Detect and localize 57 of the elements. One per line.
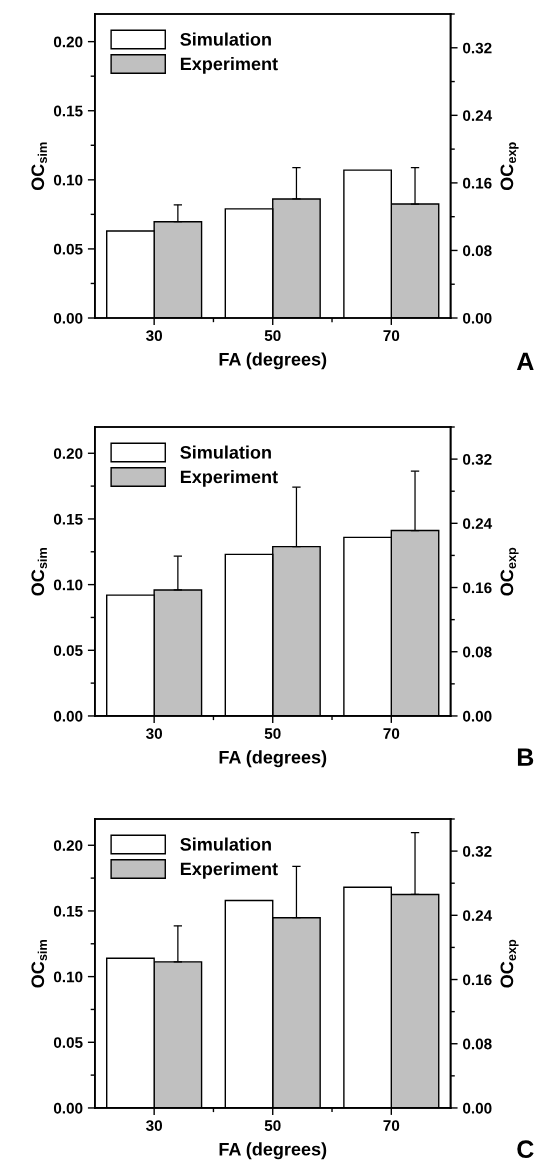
y-tick-label: 0.10 — [53, 579, 83, 591]
x-tick-label: 70 — [383, 1120, 400, 1131]
y-axis-title: OC$_{sim}$ — [31, 548, 47, 596]
x-tick-label: 30 — [146, 330, 163, 342]
legend-label: Experiment — [180, 862, 278, 879]
x-tick-label: 30 — [146, 728, 163, 739]
y-axis-title: OC$_{sim}$ — [31, 142, 47, 191]
x-tick-label: 50 — [264, 330, 281, 342]
x-tick-label: 70 — [383, 728, 400, 739]
y-tick-label: 0.20 — [53, 840, 83, 851]
x-tick-label: 30 — [146, 1120, 163, 1131]
y2-tick-label: 0.16 — [463, 582, 492, 594]
legend-label: Simulation — [180, 445, 271, 459]
y-tick-label: 0.05 — [53, 645, 83, 656]
x-tick-label: 50 — [264, 1120, 281, 1131]
y-tick-label: 0.00 — [53, 710, 83, 722]
y2-tick-label: 0.08 — [463, 1038, 492, 1050]
y-tick-label: 0.00 — [53, 312, 83, 324]
y2-axis-title: OC$_{exp}$ — [500, 547, 519, 596]
y-tick-label: 0.15 — [53, 105, 83, 117]
y2-tick-label: 0.00 — [463, 312, 492, 324]
legend-label: Simulation — [180, 837, 271, 851]
x-tick-label: 70 — [383, 330, 400, 342]
y2-tick-label: 0.00 — [463, 710, 492, 722]
y-tick-label: 0.15 — [53, 905, 83, 917]
y2-tick-label: 0.24 — [463, 910, 493, 921]
y2-axis-title: OC$_{exp}$ — [500, 939, 519, 988]
y-tick-label: 0.20 — [53, 448, 83, 459]
y-tick-label: 0.10 — [53, 174, 83, 186]
text: A — [516, 352, 534, 371]
y2-tick-label: 0.08 — [463, 646, 492, 658]
legend-label: Experiment — [180, 470, 278, 487]
y2-tick-label: 0.08 — [463, 245, 492, 257]
y-axis-title: OC$_{sim}$ — [31, 940, 47, 988]
y2-tick-label: 0.24 — [463, 518, 493, 530]
y2-tick-label: 0.00 — [463, 1102, 492, 1114]
x-axis-title: FA (degrees) — [219, 750, 327, 768]
y-tick-label: 0.15 — [53, 513, 83, 525]
y-tick-label: 0.10 — [53, 971, 83, 983]
y-tick-label: 0.20 — [53, 36, 83, 48]
text: C — [517, 1140, 534, 1158]
y2-tick-label: 0.16 — [463, 177, 492, 189]
x-tick-label: 50 — [264, 728, 281, 739]
y2-tick-label: 0.32 — [463, 845, 492, 857]
y2-tick-label: 0.24 — [463, 110, 493, 122]
y-tick-label: 0.00 — [53, 1102, 83, 1114]
text: B — [517, 748, 534, 766]
y-tick-label: 0.05 — [53, 1037, 83, 1048]
legend-label: Experiment — [180, 57, 278, 74]
y2-axis-title: OC$_{exp}$ — [500, 142, 519, 191]
x-axis-title: FA (degrees) — [219, 352, 327, 370]
y2-tick-label: 0.32 — [463, 453, 492, 465]
y-tick-label: 0.05 — [53, 243, 83, 255]
y2-tick-label: 0.16 — [463, 974, 492, 986]
legend-label: Simulation — [180, 32, 271, 46]
y2-tick-label: 0.32 — [463, 42, 492, 54]
x-axis-title: FA (degrees) — [219, 1142, 327, 1160]
